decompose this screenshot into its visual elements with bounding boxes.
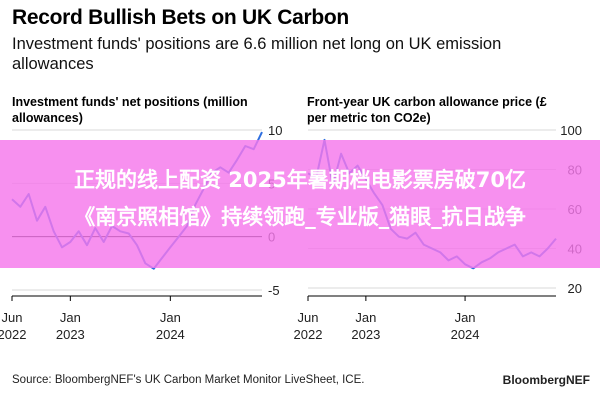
x-tick-label: 2023 — [56, 327, 85, 342]
y-tick-label: 10 — [268, 123, 282, 138]
y-tick-label: 20 — [568, 281, 582, 296]
right-panel-title: Front-year UK carbon allowance price (£ … — [307, 95, 547, 125]
left-panel-title: Investment funds' net positions (million… — [12, 95, 248, 125]
x-tick-label: Jan — [160, 310, 181, 325]
chart-title: Record Bullish Bets on UK Carbon — [12, 6, 349, 29]
overlay-line-2: 《南京照相馆》持续领跑_专业版_猫眼_抗日战争 — [74, 205, 526, 229]
source-note: Source: BloombergNEF's UK Carbon Market … — [12, 374, 365, 386]
x-tick-label: 2022 — [0, 327, 26, 342]
x-tick-label: Jan — [60, 310, 81, 325]
overlay-banner: 正规的线上配资 2025年暑期档电影票房破70亿 《南京照相馆》持续领跑_专业版… — [0, 140, 600, 268]
x-tick-label: 2024 — [156, 327, 185, 342]
x-tick-label: Jun — [2, 310, 23, 325]
brand-logo-text: BloombergNEF — [502, 373, 590, 387]
x-tick-label: 2024 — [451, 327, 480, 342]
x-tick-label: 2023 — [351, 327, 380, 342]
x-tick-label: Jun — [298, 310, 319, 325]
y-tick-label: 100 — [560, 123, 582, 138]
y-tick-label: -5 — [268, 283, 280, 298]
x-tick-label: Jan — [455, 310, 476, 325]
overlay-line-1: 正规的线上配资 2025年暑期档电影票房破70亿 — [74, 168, 526, 192]
x-tick-label: 2022 — [294, 327, 323, 342]
chart-subtitle: Investment funds' positions are 6.6 mill… — [12, 35, 502, 73]
x-tick-label: Jan — [355, 310, 376, 325]
